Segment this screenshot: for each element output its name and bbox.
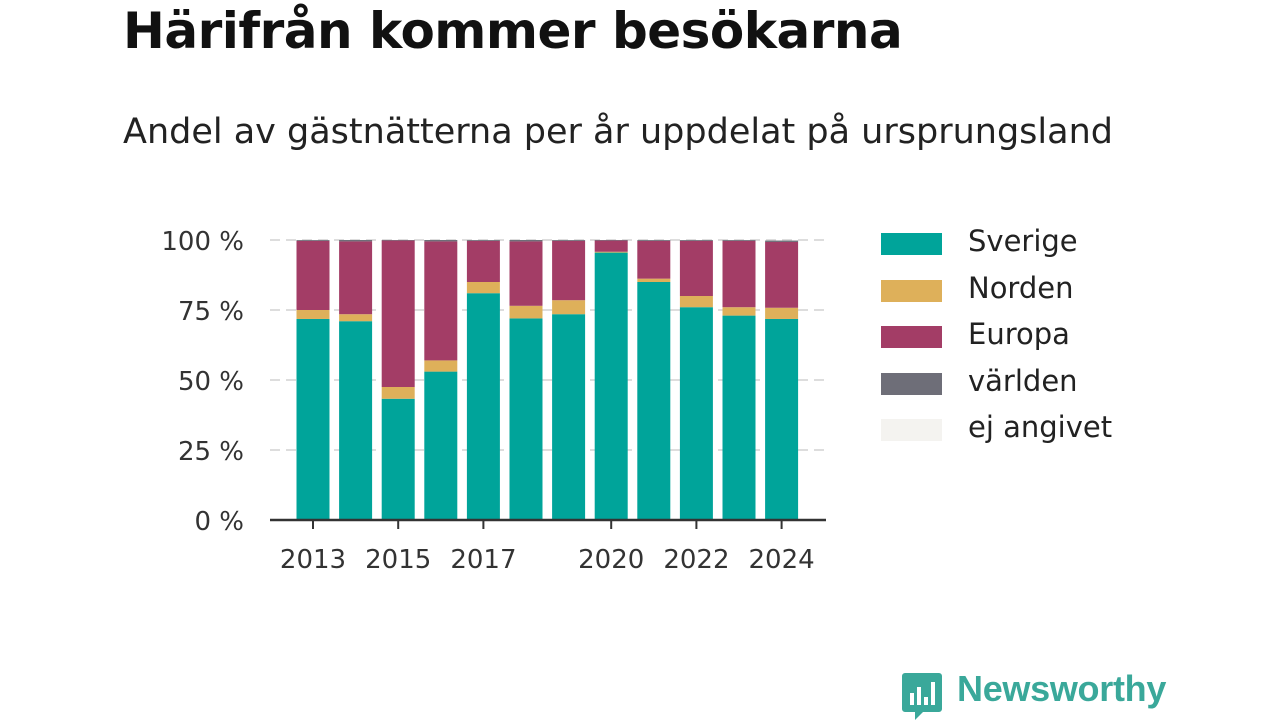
legend-label-sverige: Sverige	[968, 224, 1078, 258]
bar-segment-2024-världen	[765, 240, 799, 242]
bar-segment-2013-norden	[296, 310, 330, 319]
x-tick-label: 2017	[450, 545, 516, 575]
bar-segment-2014-norden	[339, 314, 373, 322]
bar-segment-2019-världen	[552, 240, 586, 241]
newsworthy-logo-icon	[902, 673, 942, 720]
bar-segment-2022-norden	[679, 296, 713, 308]
legend-swatch-sverige	[881, 233, 942, 255]
bar-segment-2016-norden	[424, 360, 458, 372]
legend-swatch-norden	[881, 279, 942, 302]
y-tick-label: 75 %	[178, 297, 244, 327]
bar-segment-2023-världen	[722, 240, 756, 241]
legend-label-europa: Europa	[968, 317, 1070, 351]
bar-segment-2021-sverige	[637, 282, 671, 520]
x-tick-label: 2024	[749, 545, 815, 575]
bar-segment-2013-världen	[296, 240, 330, 241]
legend-swatch-ej-angivet	[881, 419, 942, 441]
x-tick-label: 2022	[663, 545, 729, 575]
bar-segment-2014-sverige	[339, 321, 373, 520]
bar-segment-2015-sverige	[381, 398, 415, 520]
bar-segment-2024-europa	[765, 241, 799, 308]
bar-segment-2022-sverige	[679, 307, 713, 520]
chart-subtitle: Andel av gästnätterna per år uppdelat på…	[123, 112, 1113, 152]
bar-segment-2021-europa	[637, 240, 671, 279]
bar-segment-2023-norden	[722, 307, 756, 316]
bar-segment-2024-norden	[765, 307, 799, 319]
bar-segment-2016-europa	[424, 241, 458, 361]
legend-label-ej-angivet: ej angivet	[968, 410, 1113, 444]
bar-segment-2013-europa	[296, 240, 330, 310]
chart-title: Härifrån kommer besökarna	[123, 2, 903, 60]
bar-segment-2015-världen	[381, 240, 415, 241]
bar-segment-2016-världen	[424, 240, 458, 242]
bar-segment-2017-europa	[466, 240, 500, 282]
bar-segment-2016-sverige	[424, 371, 458, 520]
y-tick-label: 0 %	[194, 507, 244, 537]
bar-segment-2023-sverige	[722, 315, 756, 520]
y-tick-label: 50 %	[178, 367, 244, 397]
bar-segment-2015-europa	[381, 240, 415, 387]
bar-segment-2021-norden	[637, 278, 671, 282]
y-tick-label: 25 %	[178, 437, 244, 467]
bar-segment-2019-norden	[552, 300, 586, 315]
legend-label-norden: Norden	[968, 270, 1074, 305]
bar-segment-2018-sverige	[509, 318, 543, 520]
x-tick-label: 2015	[365, 545, 431, 575]
newsworthy-logo-text: Newsworthy	[957, 668, 1167, 709]
legend-swatch-europa	[881, 326, 942, 348]
x-tick-label: 2020	[578, 545, 644, 575]
legend-swatch-varlden	[881, 372, 942, 395]
bar-segment-2019-europa	[552, 240, 586, 301]
legend-label-varlden: världen	[968, 363, 1078, 398]
bar-segment-2014-världen	[339, 240, 373, 242]
bar-segment-2017-världen	[466, 240, 500, 241]
bar-segment-2024-sverige	[765, 318, 799, 520]
bar-segment-2018-norden	[509, 305, 543, 319]
bar-segment-2015-norden	[381, 387, 415, 399]
bar-segment-2022-världen	[679, 240, 713, 241]
bar-segment-2014-europa	[339, 241, 373, 315]
bar-segment-2019-sverige	[552, 314, 586, 520]
bar-segment-2013-sverige	[296, 318, 330, 520]
bar-segment-2021-världen	[637, 240, 671, 241]
bar-segment-2020-världen	[594, 240, 628, 241]
bar-segment-2018-europa	[509, 241, 543, 306]
y-tick-label: 100 %	[161, 227, 244, 257]
x-tick-label: 2013	[280, 545, 346, 575]
bar-segment-2020-sverige	[594, 252, 628, 520]
bar-segment-2023-europa	[722, 240, 756, 308]
bar-segment-2017-norden	[466, 282, 500, 294]
bar-segment-2017-sverige	[466, 293, 500, 520]
bar-segment-2020-norden	[594, 251, 628, 253]
bar-segment-2022-europa	[679, 240, 713, 296]
bar-segment-2020-europa	[594, 240, 628, 252]
bar-segment-2018-världen	[509, 240, 543, 242]
